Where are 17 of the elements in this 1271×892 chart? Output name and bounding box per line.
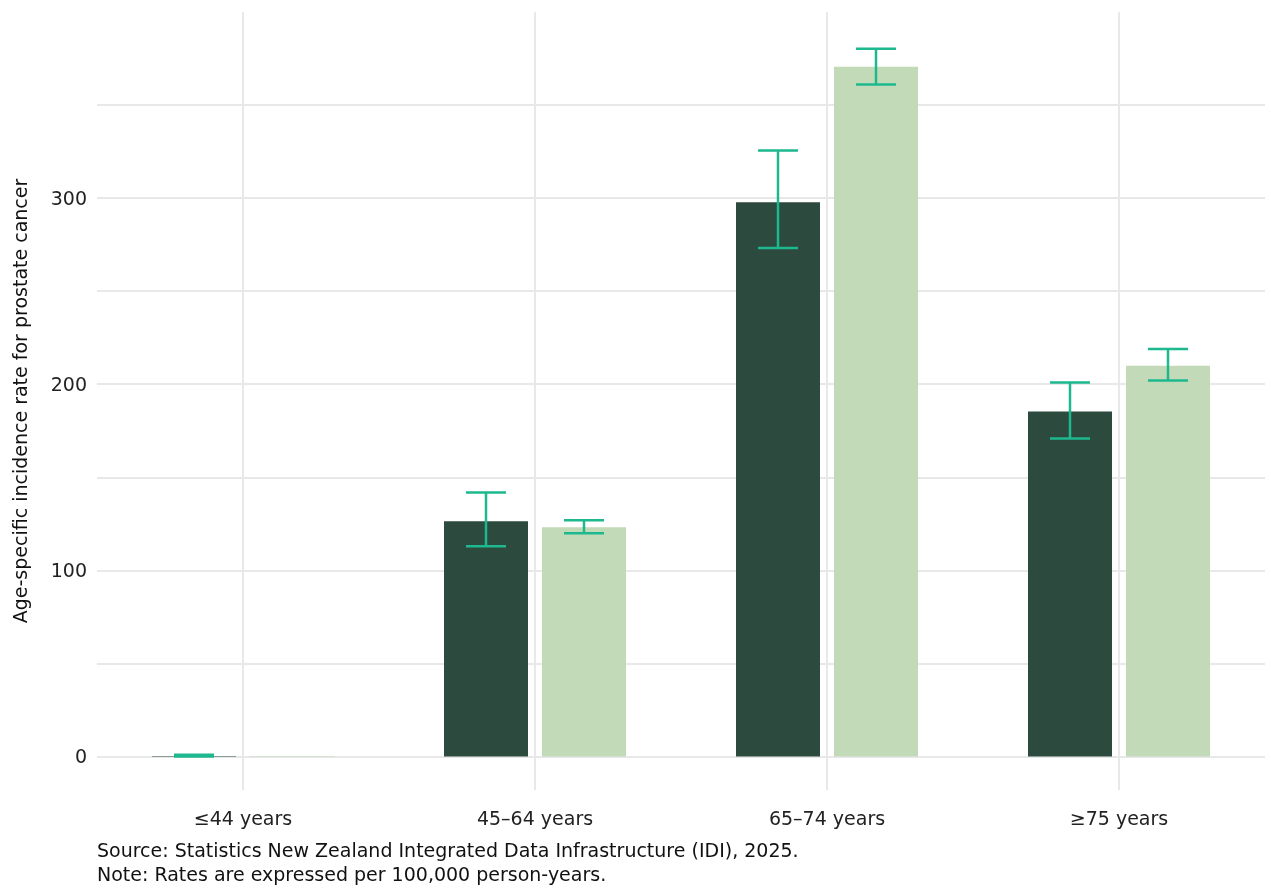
bar bbox=[444, 521, 528, 757]
bar bbox=[542, 527, 626, 757]
y-tick-label: 200 bbox=[50, 373, 87, 396]
bar bbox=[736, 202, 820, 757]
source-note: Source: Statistics New Zealand Integrated Data Infrastructure (IDI), 2025. bbox=[97, 838, 799, 861]
text: Note: Rates are expressed per 100,000 person-years. bbox=[97, 862, 607, 885]
y-tick-label: 0 bbox=[74, 745, 87, 768]
bar bbox=[1028, 411, 1112, 757]
bar bbox=[834, 66, 918, 757]
x-tick-label: 65–74 years bbox=[768, 806, 886, 829]
x-tick-label: ≤44 years bbox=[193, 806, 293, 829]
y-tick-label: 100 bbox=[50, 559, 87, 582]
bar bbox=[1126, 365, 1210, 757]
x-tick-label: ≥75 years bbox=[1069, 806, 1169, 829]
y-axis-title: Age-specific incidence rate for prostate cancer bbox=[8, 178, 31, 624]
x-tick-label: 45–64 years bbox=[476, 806, 594, 829]
y-tick-label: 300 bbox=[50, 187, 87, 210]
